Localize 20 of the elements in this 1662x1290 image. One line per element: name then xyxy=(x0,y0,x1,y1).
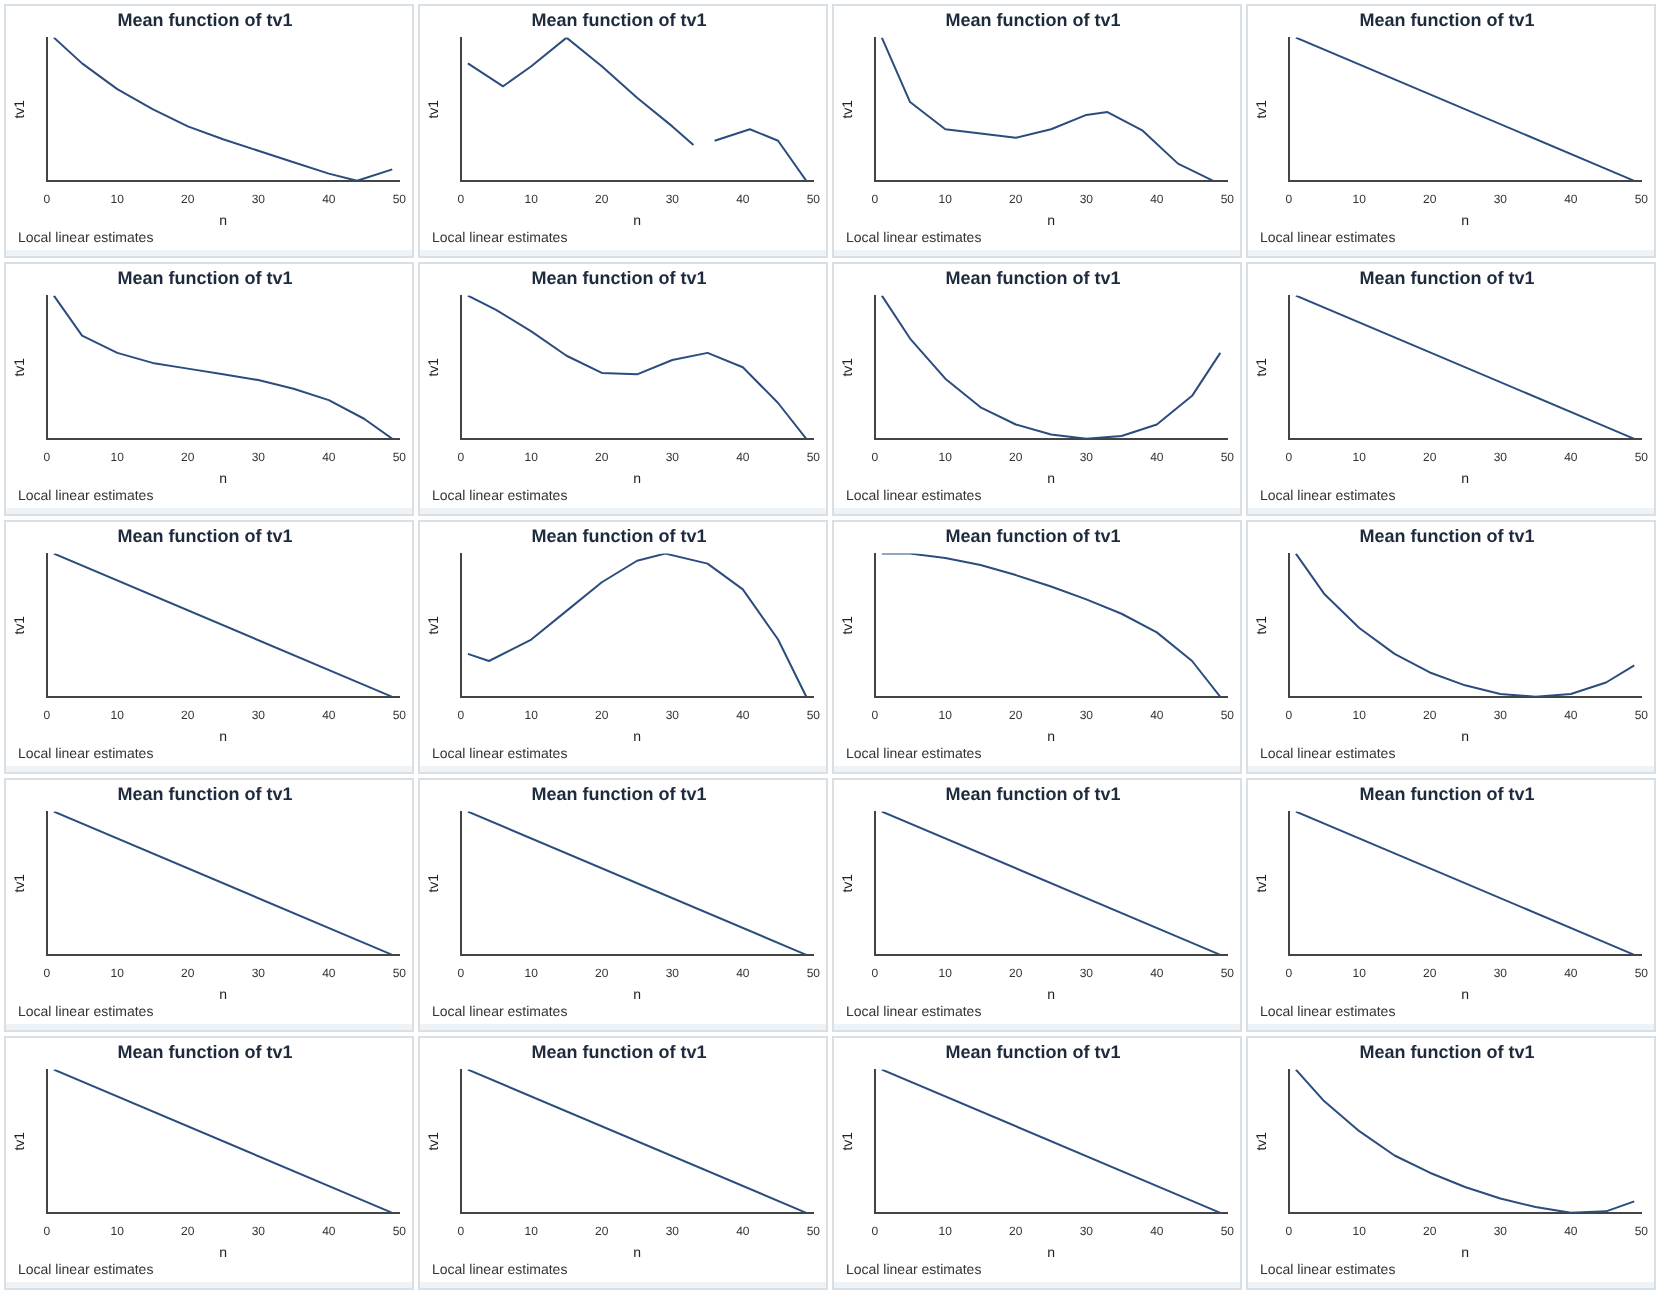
chart-title: Mean function of tv1 xyxy=(117,783,293,804)
chart-title: Mean function of tv1 xyxy=(531,267,707,288)
chart-title: Mean function of tv1 xyxy=(1359,1041,1535,1062)
chart-title: Mean function of tv1 xyxy=(945,9,1121,30)
chart-title: Mean function of tv1 xyxy=(117,267,293,288)
chart-title: Mean function of tv1 xyxy=(1359,9,1535,30)
chart-title: Mean function of tv1 xyxy=(117,9,293,30)
chart-title: Mean function of tv1 xyxy=(531,1041,707,1062)
chart-title: Mean function of tv1 xyxy=(117,1041,293,1062)
chart-title: Mean function of tv1 xyxy=(1359,783,1535,804)
chart-title: Mean function of tv1 xyxy=(945,1041,1121,1062)
chart-title: Mean function of tv1 xyxy=(945,525,1121,546)
chart-title: Mean function of tv1 xyxy=(1359,525,1535,546)
chart-title: Mean function of tv1 xyxy=(531,783,707,804)
chart-title: Mean function of tv1 xyxy=(531,9,707,30)
chart-title: Mean function of tv1 xyxy=(1359,267,1535,288)
chart-title: Mean function of tv1 xyxy=(117,525,293,546)
chart-title: Mean function of tv1 xyxy=(945,783,1121,804)
chart-title: Mean function of tv1 xyxy=(945,267,1121,288)
chart-title: Mean function of tv1 xyxy=(531,525,707,546)
